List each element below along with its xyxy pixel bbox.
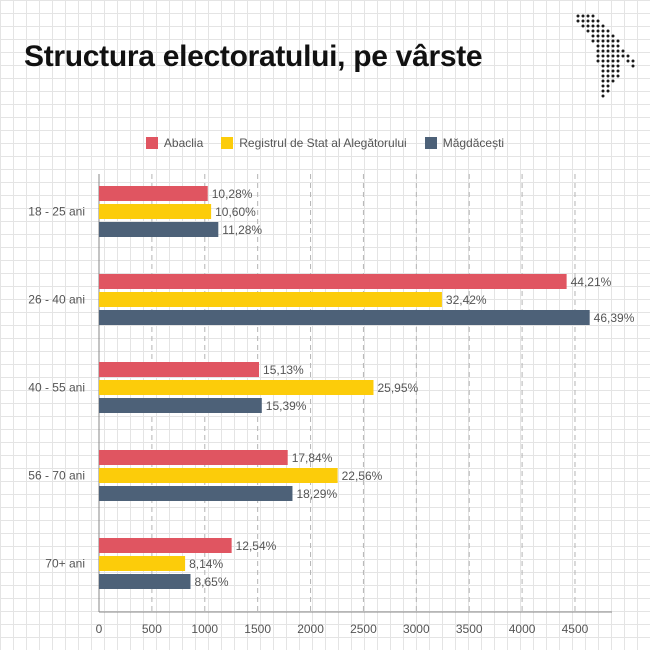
bar bbox=[99, 468, 338, 483]
legend-swatch bbox=[424, 137, 437, 149]
legend-label: Registrul de Stat al Alegătorului bbox=[239, 136, 407, 150]
chart-legend: Abaclia Registrul de Stat al Alegătorulu… bbox=[0, 136, 650, 150]
bar-value-label: 15,13% bbox=[263, 363, 304, 377]
moldova-map-icon bbox=[576, 14, 635, 98]
y-category-label: 26 - 40 ani bbox=[28, 293, 85, 307]
bar-value-label: 8,65% bbox=[194, 575, 228, 589]
bar bbox=[99, 222, 219, 237]
y-category-label: 70+ ani bbox=[45, 557, 85, 571]
bar-value-label: 15,39% bbox=[266, 399, 307, 413]
chart-title: Structura electoratului, pe vârste bbox=[24, 40, 483, 73]
bar bbox=[99, 574, 191, 589]
x-tick-label: 4000 bbox=[509, 622, 536, 636]
bar-value-label: 22,56% bbox=[342, 469, 383, 483]
bar bbox=[99, 292, 442, 307]
bar-value-label: 46,39% bbox=[594, 311, 635, 325]
legend-label: Măgdăcești bbox=[442, 136, 505, 150]
legend-label: Abaclia bbox=[163, 136, 204, 150]
y-category-label: 56 - 70 ani bbox=[28, 469, 85, 483]
x-tick-label: 4500 bbox=[562, 622, 589, 636]
bar bbox=[99, 186, 208, 201]
legend-item-registrul[interactable]: Registrul de Stat al Alegătorului bbox=[221, 136, 407, 150]
bar-value-label: 8,14% bbox=[189, 557, 223, 571]
bar bbox=[99, 362, 260, 377]
bar-value-label: 11,28% bbox=[222, 223, 262, 237]
bar bbox=[99, 450, 288, 465]
bar-value-label: 12,54% bbox=[236, 539, 277, 553]
bar-value-label: 17,84% bbox=[292, 451, 333, 465]
x-tick-label: 2500 bbox=[350, 622, 377, 636]
bar-value-label: 10,28% bbox=[212, 187, 253, 201]
bar-value-label: 32,42% bbox=[446, 293, 487, 307]
x-tick-label: 0 bbox=[96, 622, 103, 636]
x-tick-label: 1000 bbox=[191, 622, 218, 636]
bar bbox=[99, 310, 590, 325]
bar bbox=[99, 556, 186, 571]
bar bbox=[99, 274, 567, 289]
bar-value-label: 25,95% bbox=[377, 381, 418, 395]
x-tick-label: 1500 bbox=[244, 622, 271, 636]
legend-item-abaclia[interactable]: Abaclia bbox=[145, 136, 204, 150]
bar bbox=[99, 204, 212, 219]
y-category-label: 40 - 55 ani bbox=[28, 381, 85, 395]
bar bbox=[99, 398, 262, 413]
bar bbox=[99, 538, 232, 553]
x-tick-label: 3000 bbox=[403, 622, 430, 636]
bar bbox=[99, 486, 293, 501]
legend-swatch bbox=[221, 137, 234, 149]
x-tick-label: 500 bbox=[142, 622, 162, 636]
bar-value-label: 10,60% bbox=[215, 205, 256, 219]
y-category-label: 18 - 25 ani bbox=[28, 205, 85, 219]
legend-swatch bbox=[145, 137, 158, 149]
x-tick-label: 3500 bbox=[456, 622, 483, 636]
bar-value-label: 18,29% bbox=[296, 487, 337, 501]
bar-value-label: 44,21% bbox=[571, 275, 612, 289]
legend-item-magdacesti[interactable]: Măgdăcești bbox=[424, 136, 505, 150]
x-tick-label: 2000 bbox=[297, 622, 324, 636]
bar bbox=[99, 380, 374, 395]
